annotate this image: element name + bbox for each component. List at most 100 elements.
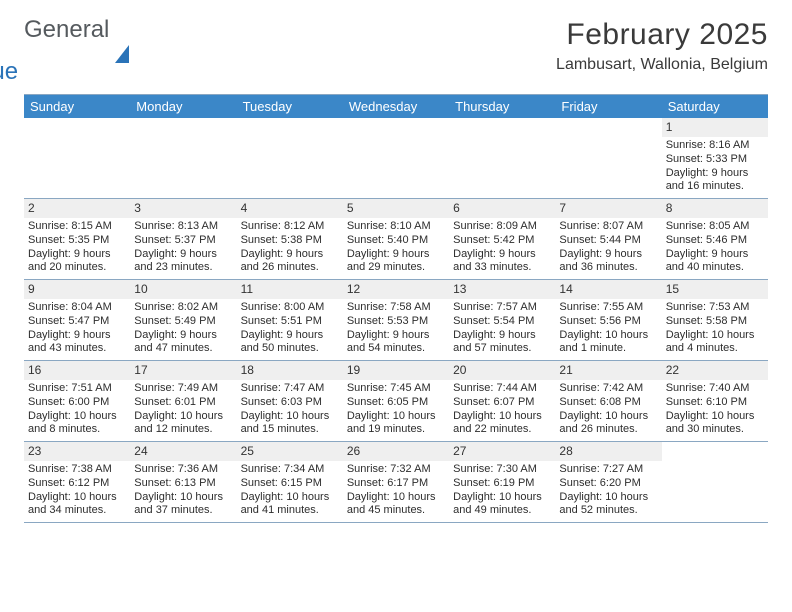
day-body: Sunrise: 7:49 AMSunset: 6:01 PMDaylight:… — [130, 380, 236, 441]
day-body: Sunrise: 8:05 AMSunset: 5:46 PMDaylight:… — [662, 218, 768, 279]
day-line: Sunrise: 7:47 AM — [241, 382, 339, 396]
day-line: Daylight: 9 hours and 50 minutes. — [241, 329, 339, 357]
week-row: 9 Sunrise: 8:04 AMSunset: 5:47 PM Daylight… — [24, 280, 768, 361]
day-cell: 17Sunrise: 7:49 AMSunset: 6:01 PMDayligh… — [130, 361, 236, 441]
day-cell: 3Sunrise: 8:13 AMSunset: 5:37 PMDaylight… — [130, 199, 236, 279]
day-body: Sunrise: 7:44 AMSunset: 6:07 PMDaylight:… — [449, 380, 555, 441]
day-number: 6 — [449, 199, 555, 218]
day-line: Daylight: 9 hours and 40 minutes. — [666, 248, 764, 276]
day-cell: 5Sunrise: 8:10 AMSunset: 5:40 PMDaylight… — [343, 199, 449, 279]
day-number: 5 — [343, 199, 449, 218]
day-number: 8 — [662, 199, 768, 218]
day-body: Sunrise: 7:40 AMSunset: 6:10 PMDaylight:… — [662, 380, 768, 441]
day-line: Daylight: 10 hours and 26 minutes. — [559, 410, 657, 438]
day-line: Daylight: 9 hours and 23 minutes. — [134, 248, 232, 276]
day-line: Sunrise: 8:15 AM — [28, 220, 126, 234]
day-line: Daylight: 9 hours and 57 minutes. — [453, 329, 551, 357]
logo-text-wrap: General Blue — [24, 18, 109, 84]
day-line: Sunset: 6:17 PM — [347, 477, 445, 491]
day-line: Sunset: 5:47 PM — [28, 315, 126, 329]
day-line: Daylight: 9 hours and 54 minutes. — [347, 329, 445, 357]
day-number: 3 — [130, 199, 236, 218]
logo-word2: Blue — [0, 60, 109, 84]
day-cell: 24Sunrise: 7:36 AMSunset: 6:13 PMDayligh… — [130, 442, 236, 522]
week-row: 2Sunrise: 8:15 AMSunset: 5:35 PMDaylight… — [24, 199, 768, 280]
day-line: Sunset: 6:08 PM — [559, 396, 657, 410]
logo-word1: General — [24, 18, 109, 42]
day-body: Sunrise: 7:58 AMSunset: 5:53 PMDaylight:… — [343, 299, 449, 360]
day-line: Sunrise: 7:45 AM — [347, 382, 445, 396]
month-title: February 2025 — [556, 18, 768, 52]
day-line: Sunrise: 7:57 AM — [453, 301, 551, 315]
day-body: Sunrise: 7:38 AMSunset: 6:12 PMDaylight:… — [24, 461, 130, 522]
day-line: Sunset: 5:33 PM — [666, 153, 764, 167]
day-number: 20 — [449, 361, 555, 380]
day-line: Sunrise: 7:34 AM — [241, 463, 339, 477]
day-body: Sunrise: 8:10 AMSunset: 5:40 PMDaylight:… — [343, 218, 449, 279]
day-line: Sunrise: 7:44 AM — [453, 382, 551, 396]
week-row: 23Sunrise: 7:38 AMSunset: 6:12 PMDayligh… — [24, 442, 768, 523]
dow-header: Sunday — [24, 95, 130, 118]
day-body: Sunrise: 8:02 AMSunset: 5:49 PMDaylight:… — [130, 299, 236, 360]
day-cell: 19Sunrise: 7:45 AMSunset: 6:05 PMDayligh… — [343, 361, 449, 441]
day-line: Sunrise: 7:49 AM — [134, 382, 232, 396]
day-line: Sunrise: 8:05 AM — [666, 220, 764, 234]
dow-header: Wednesday — [343, 95, 449, 118]
day-line: Sunset: 5:40 PM — [347, 234, 445, 248]
day-line: Sunset: 6:20 PM — [559, 477, 657, 491]
day-line: Sunrise: 7:53 AM — [666, 301, 764, 315]
day-body: Sunrise: 8:00 AMSunset: 5:51 PMDaylight:… — [237, 299, 343, 360]
day-body: Sunrise: 7:45 AMSunset: 6:05 PMDaylight:… — [343, 380, 449, 441]
day-line: Sunrise: 8:04 AM — [28, 301, 126, 315]
dow-header: Thursday — [449, 95, 555, 118]
day-cell: 2Sunrise: 8:15 AMSunset: 5:35 PMDaylight… — [24, 199, 130, 279]
day-cell — [130, 118, 236, 198]
day-line: Daylight: 10 hours and 12 minutes. — [134, 410, 232, 438]
day-cell — [449, 118, 555, 198]
day-line: Sunset: 5:58 PM — [666, 315, 764, 329]
logo-sail-icon — [115, 45, 129, 63]
day-body: Sunrise: 7:36 AMSunset: 6:13 PMDaylight:… — [130, 461, 236, 522]
day-number: 11 — [237, 280, 343, 299]
day-body: Sunrise: 7:47 AMSunset: 6:03 PMDaylight:… — [237, 380, 343, 441]
day-line: Sunset: 6:05 PM — [347, 396, 445, 410]
day-number: 25 — [237, 442, 343, 461]
day-line: Sunrise: 8:10 AM — [347, 220, 445, 234]
day-number: 17 — [130, 361, 236, 380]
title-block: February 2025 Lambusart, Wallonia, Belgi… — [556, 18, 768, 74]
day-body — [449, 137, 555, 143]
day-cell — [555, 118, 661, 198]
day-line: Daylight: 10 hours and 4 minutes. — [666, 329, 764, 357]
day-line: Daylight: 10 hours and 41 minutes. — [241, 491, 339, 519]
day-line: Daylight: 9 hours and 47 minutes. — [134, 329, 232, 357]
day-cell — [343, 118, 449, 198]
day-cell: 7Sunrise: 8:07 AMSunset: 5:44 PMDaylight… — [555, 199, 661, 279]
day-line: Sunrise: 7:40 AM — [666, 382, 764, 396]
day-body: Sunrise: 7:51 AMSunset: 6:00 PMDaylight:… — [24, 380, 130, 441]
day-line: Sunrise: 7:58 AM — [347, 301, 445, 315]
day-body: Sunrise: 7:27 AMSunset: 6:20 PMDaylight:… — [555, 461, 661, 522]
day-body: Sunrise: 7:34 AMSunset: 6:15 PMDaylight:… — [237, 461, 343, 522]
day-cell: 15Sunrise: 7:53 AMSunset: 5:58 PMDayligh… — [662, 280, 768, 360]
day-body: Sunrise: 7:57 AMSunset: 5:54 PMDaylight:… — [449, 299, 555, 360]
day-body: Sunrise: 7:32 AMSunset: 6:17 PMDaylight:… — [343, 461, 449, 522]
day-line: Sunset: 5:37 PM — [134, 234, 232, 248]
day-body — [24, 137, 130, 143]
day-number: 9 — [24, 280, 130, 299]
day-cell — [662, 442, 768, 522]
dow-header: Saturday — [662, 95, 768, 118]
day-cell: 21Sunrise: 7:42 AMSunset: 6:08 PMDayligh… — [555, 361, 661, 441]
day-line: Daylight: 10 hours and 15 minutes. — [241, 410, 339, 438]
day-body: Sunrise: 7:42 AMSunset: 6:08 PMDaylight:… — [555, 380, 661, 441]
day-number: 15 — [662, 280, 768, 299]
dow-header: Friday — [555, 95, 661, 118]
day-line: Sunset: 6:13 PM — [134, 477, 232, 491]
day-line: Sunset: 5:44 PM — [559, 234, 657, 248]
day-number: 12 — [343, 280, 449, 299]
day-cell: 8Sunrise: 8:05 AMSunset: 5:46 PMDaylight… — [662, 199, 768, 279]
day-number: 1 — [662, 118, 768, 137]
day-cell: 16Sunrise: 7:51 AMSunset: 6:00 PMDayligh… — [24, 361, 130, 441]
day-line: Daylight: 10 hours and 52 minutes. — [559, 491, 657, 519]
logo: General Blue — [24, 18, 129, 84]
day-body: Sunrise: 7:53 AMSunset: 5:58 PMDaylight:… — [662, 299, 768, 360]
